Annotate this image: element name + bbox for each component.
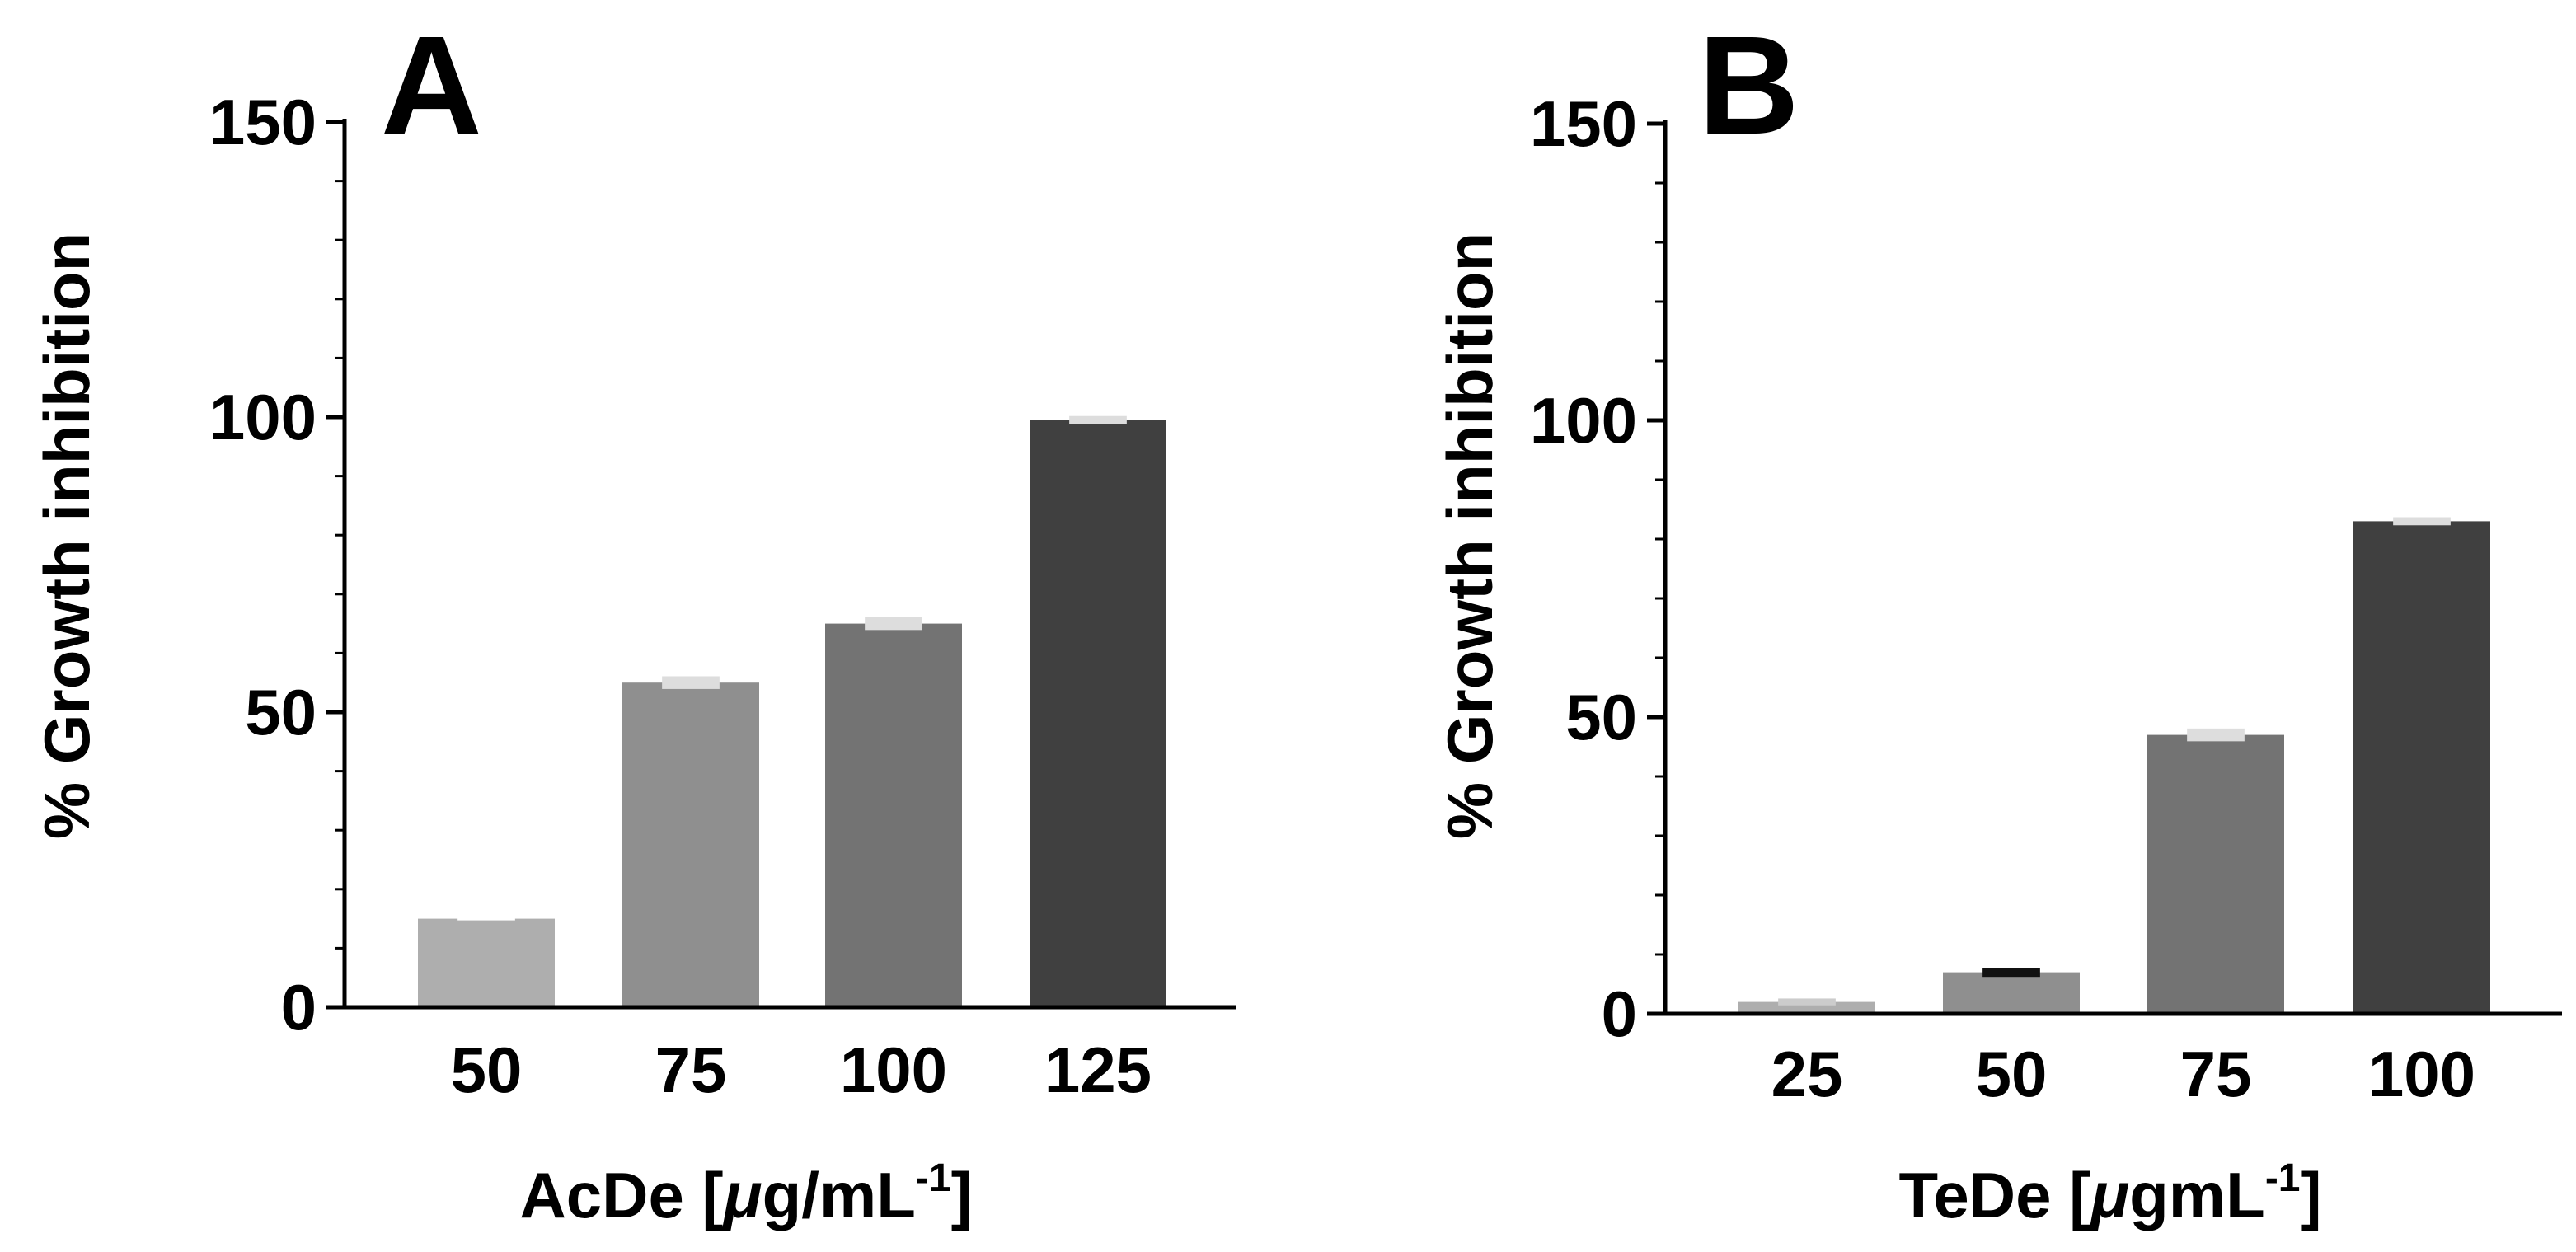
panel-a-y-tick-label-0: 0 [281,971,317,1043]
panel-a-y-tick-label-100: 100 [209,381,317,453]
panel-b-letter: B [1698,7,1799,164]
panel-a-bar-100 [825,623,962,1007]
panel-a-x-tick-label-50: 50 [451,1034,523,1106]
panel-b-x-tick-label-25: 25 [1771,1038,1843,1110]
panel-b-x-tick-label-100: 100 [2368,1038,2475,1110]
panel-b-y-tick-label-150: 150 [1530,87,1637,160]
panel-a-bar-50 [418,918,555,1007]
panel-a-x-tick-label-75: 75 [655,1034,727,1106]
panel-a-bar-75 [622,682,759,1007]
panel-a-bar-125 [1030,420,1166,1008]
panel-a-x-tick-label-125: 125 [1044,1034,1152,1106]
panel-b-bar-100 [2353,521,2490,1014]
panel-a-y-axis-title: % Growth inhibition [30,232,103,840]
panel-a-error-bar-100 [865,617,922,631]
panel-b-y-tick-label-100: 100 [1530,384,1637,457]
panel-a-y-tick-label-50: 50 [245,676,317,748]
panel-b-y-axis-title: % Growth inhibition [1433,232,1506,840]
panel-a-error-bar-75 [662,676,720,689]
panel-b-x-tick-label-50: 50 [1976,1038,2048,1110]
panel-b-bar-25 [1738,1001,1875,1014]
panel-b-plot-area: 0 50 100 150 25 50 75 100 [1530,87,2562,1110]
chart-panel-b: B % Growth inhibition 0 50 100 150 25 50 75 100… [1433,7,2562,1231]
panel-b-bar-75 [2147,734,2284,1014]
panel-b-error-bar-75 [2187,728,2245,742]
panel-b-error-bar-50 [1982,968,2040,978]
panel-b-x-axis-title: TeDe [μgmL-1] [1899,1156,2322,1231]
panel-a-y-tick-label-150: 150 [209,86,317,158]
panel-a-error-bar-125 [1069,415,1127,424]
panel-b-y-tick-label-0: 0 [1602,978,1637,1050]
panel-b-error-bar-100 [2393,517,2451,526]
panel-b-y-tick-label-50: 50 [1565,681,1637,753]
panel-b-x-tick-label-75: 75 [2180,1038,2252,1110]
panel-a-plot-area: 0 50 100 150 50 75 100 125 [209,86,1236,1106]
panel-a-x-tick-label-100: 100 [840,1034,947,1106]
panel-a-letter: A [381,7,482,164]
panel-b-bar-50 [1943,972,2080,1014]
chart-panel-a: A % Growth inhibition 0 50 100 150 50 75 100 12… [30,7,1236,1231]
panel-a-x-axis-title: AcDe [μg/mL-1] [519,1156,972,1231]
panel-a-error-bar-50 [457,917,515,921]
panel-b-error-bar-25 [1778,998,1836,1006]
